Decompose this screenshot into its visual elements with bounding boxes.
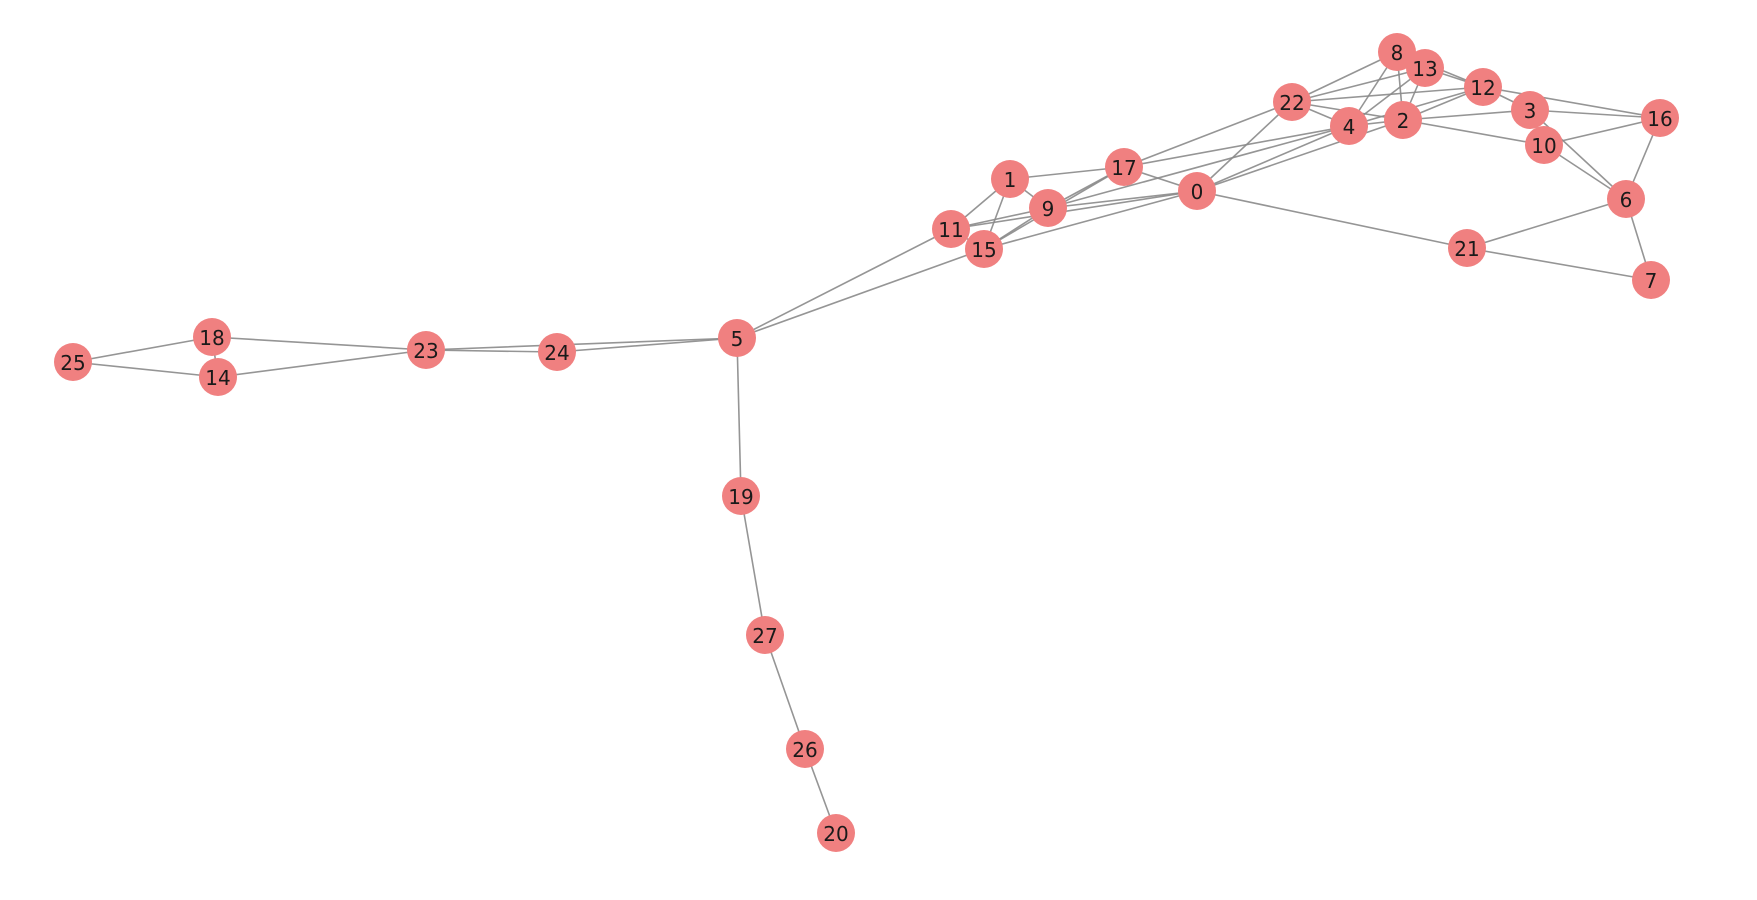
graph-edge-0-2 — [1196, 119, 1404, 192]
graph-node-22 — [1273, 83, 1311, 121]
graph-edge-11-0 — [950, 190, 1198, 230]
graph-edge-0-22 — [1196, 101, 1293, 192]
graph-edge-22-13 — [1291, 67, 1426, 103]
graph-node-4 — [1330, 107, 1368, 145]
graph-edge-9-4 — [1047, 125, 1350, 209]
graph-node-2 — [1384, 101, 1422, 139]
graph-edge-2-10 — [1402, 119, 1545, 146]
graph-edge-27-26 — [764, 634, 806, 750]
nodes-layer — [54, 33, 1679, 852]
graph-edge-3-6 — [1529, 109, 1627, 200]
graph-edge-15-0 — [983, 190, 1198, 250]
graph-node-21 — [1448, 229, 1486, 267]
graph-edge-5-11 — [736, 228, 952, 339]
graph-node-18 — [193, 318, 231, 356]
graph-node-8 — [1378, 33, 1416, 71]
graph-node-15 — [965, 230, 1003, 268]
graph-node-1 — [991, 160, 1029, 198]
graph-node-25 — [54, 343, 92, 381]
graph-node-17 — [1105, 148, 1143, 186]
graph-node-27 — [746, 616, 784, 654]
graph-node-14 — [199, 358, 237, 396]
graph-edge-21-7 — [1466, 247, 1652, 281]
graph-node-3 — [1511, 91, 1549, 129]
graph-node-26 — [786, 730, 824, 768]
graph-edge-14-23 — [217, 349, 427, 378]
graph-edge-23-5 — [425, 337, 738, 351]
graph-node-13 — [1406, 49, 1444, 87]
graph-edge-22-8 — [1291, 51, 1398, 103]
graph-edge-22-12 — [1291, 86, 1484, 103]
graph-edge-2-3 — [1402, 109, 1531, 121]
graph-edge-3-16 — [1529, 109, 1661, 119]
graph-node-16 — [1641, 99, 1679, 137]
graph-edge-1-17 — [1009, 166, 1125, 180]
graph-edge-12-16 — [1482, 86, 1661, 119]
graph-node-0 — [1178, 172, 1216, 210]
graph-node-11 — [932, 210, 970, 248]
graph-edge-6-21 — [1466, 198, 1627, 249]
graph-edge-24-5 — [556, 337, 738, 353]
graph-node-19 — [722, 477, 760, 515]
graph-edge-10-16 — [1543, 117, 1661, 146]
graph-edge-5-15 — [736, 248, 985, 339]
graph-node-10 — [1525, 126, 1563, 164]
graph-edge-17-4 — [1123, 125, 1350, 168]
graph-edge-25-14 — [72, 361, 219, 378]
graph-node-6 — [1607, 180, 1645, 218]
graph-node-23 — [407, 331, 445, 369]
graph-edge-17-22 — [1123, 101, 1293, 168]
graph-node-20 — [817, 814, 855, 852]
graph-edge-23-24 — [425, 349, 558, 353]
graph-node-24 — [538, 333, 576, 371]
graph-node-7 — [1632, 261, 1670, 299]
graph-node-9 — [1029, 189, 1067, 227]
graph-node-5 — [718, 319, 756, 357]
edges-layer — [72, 51, 1661, 834]
graph-edge-25-18 — [72, 336, 213, 363]
graph-edge-0-21 — [1196, 190, 1468, 249]
graph-edge-19-27 — [740, 495, 766, 636]
graph-edge-0-4 — [1196, 125, 1350, 192]
graph-edge-18-23 — [211, 336, 427, 351]
graph-node-12 — [1464, 68, 1502, 106]
graph-edge-5-19 — [736, 337, 742, 497]
graph-edge-9-0 — [1047, 190, 1198, 209]
